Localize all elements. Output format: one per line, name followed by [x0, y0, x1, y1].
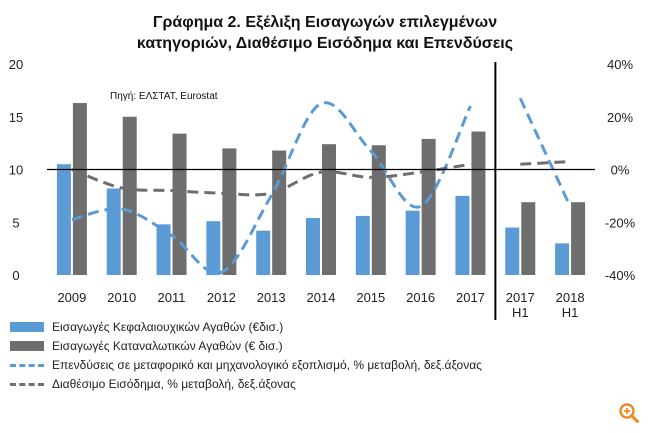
y-right-tick-label: 20% [607, 110, 633, 125]
x-tick-label: 2017 [456, 290, 485, 305]
y-right-tick-label: 0% [611, 163, 630, 178]
x-tick-label: 2014 [307, 290, 336, 305]
y-left-tick-label: 5 [12, 215, 19, 230]
axes-layer: 0 5 10 15 20 -40% -20% 0% 20% 40% 2009 2010 2011 2012… [9, 57, 636, 320]
legend-item-1: Εισαγωγές Κεφαλαιουχικών Αγαθών (€δισ.) [10, 317, 646, 336]
x-tick-label: 2012 [207, 290, 236, 305]
bar-series-2-5 [322, 144, 336, 275]
bar-series-1-0 [56, 164, 71, 275]
x-tick-label: Η1 [512, 305, 529, 320]
legend-swatch-2 [10, 340, 44, 352]
bar-series-2-4 [272, 150, 287, 275]
chart-title: Γράφημα 2. Εξέλιξη Εισαγωγών επιλεγμένων… [0, 12, 650, 54]
x-tick-label: 2017 [506, 290, 535, 305]
line-layer [71, 97, 572, 275]
bar-series-1-9 [505, 227, 520, 275]
bar-series-1-8 [455, 195, 470, 275]
zoom-in-icon[interactable] [618, 402, 640, 424]
x-tick-label: 2016 [406, 290, 435, 305]
y-left-tick-label: 15 [9, 110, 23, 125]
x-tick-label: Η1 [562, 305, 579, 320]
y-left-tick-label: 10 [9, 163, 23, 178]
bar-series-1-10 [555, 243, 570, 275]
legend-swatch-4 [10, 378, 44, 390]
bar-layer [56, 103, 586, 275]
legend-label-1: Εισαγωγές Κεφαλαιουχικών Αγαθών (€δισ.) [52, 319, 284, 334]
bar-series-1-5 [306, 218, 320, 275]
y-left-tick-label: 20 [9, 57, 23, 72]
y-right-tick-label: -40% [605, 268, 636, 283]
bar-series-2-2 [172, 133, 187, 275]
x-tick-label: 2011 [158, 290, 186, 305]
bar-series-1-4 [256, 230, 271, 275]
x-tick-label: 2009 [57, 290, 86, 305]
bar-series-1-1 [106, 188, 121, 275]
bar-series-2-6 [371, 145, 386, 275]
combo-chart: 0 5 10 15 20 -40% -20% 0% 20% 40% 2009 2010 2011 2012… [9, 57, 636, 320]
line-series-1-segment-2 [518, 97, 572, 208]
bar-series-2-1 [122, 116, 137, 275]
legend-swatch-1 [10, 321, 44, 333]
bar-series-2-8 [471, 131, 486, 275]
chart-title-line-1: Γράφημα 2. Εξέλιξη Εισαγωγών επιλεγμένων [152, 14, 498, 31]
line-series-2-segment-2 [520, 160, 571, 166]
y-right-tick-label: -20% [605, 215, 636, 230]
line-series-2-segment-1 [71, 162, 471, 197]
x-tick-label: 2010 [107, 290, 136, 305]
y-left-tick-label: 0 [12, 268, 19, 283]
x-tick-label: 2013 [257, 290, 286, 305]
line-series-1-segment-1 [71, 101, 472, 275]
bar-series-2-0 [72, 103, 87, 275]
bar-series-2-10 [571, 202, 586, 275]
legend-item-2: Εισαγωγές Καταναλωτικών Αγαθών (€ δισ.) [10, 336, 646, 355]
legend-label-3: Επενδύσεις σε μεταφορικό και μηχανολογικ… [52, 357, 482, 372]
x-tick-label: 2018 [556, 290, 585, 305]
bar-series-1-7 [405, 210, 420, 275]
source-label: Πηγή: ΕΛΣΤΑΤ, Eurostat [110, 90, 218, 102]
bar-series-1-2 [156, 224, 171, 275]
bar-series-2-9 [521, 202, 536, 275]
bar-series-2-3 [222, 148, 237, 275]
legend: Εισαγωγές Κεφαλαιουχικών Αγαθών (€δισ.) Ε… [10, 317, 646, 393]
y-right-tick-label: 40% [607, 57, 633, 72]
x-tick-label: 2015 [356, 290, 385, 305]
legend-item-3: Επενδύσεις σε μεταφορικό και μηχανολογικ… [10, 355, 646, 374]
bar-series-2-7 [421, 138, 436, 275]
bar-series-1-6 [355, 215, 370, 275]
legend-swatch-3 [10, 359, 44, 371]
bar-series-1-3 [206, 221, 221, 275]
legend-label-4: Διαθέσιμο Εισόδημα, % μεταβολή, δεξ.άξον… [52, 376, 296, 391]
legend-label-2: Εισαγωγές Καταναλωτικών Αγαθών (€ δισ.) [52, 338, 283, 353]
chart-title-line-2: κατηγοριών, Διαθέσιμο Εισόδημα και Επενδ… [136, 35, 514, 52]
legend-item-4: Διαθέσιμο Εισόδημα, % μεταβολή, δεξ.άξον… [10, 374, 646, 393]
